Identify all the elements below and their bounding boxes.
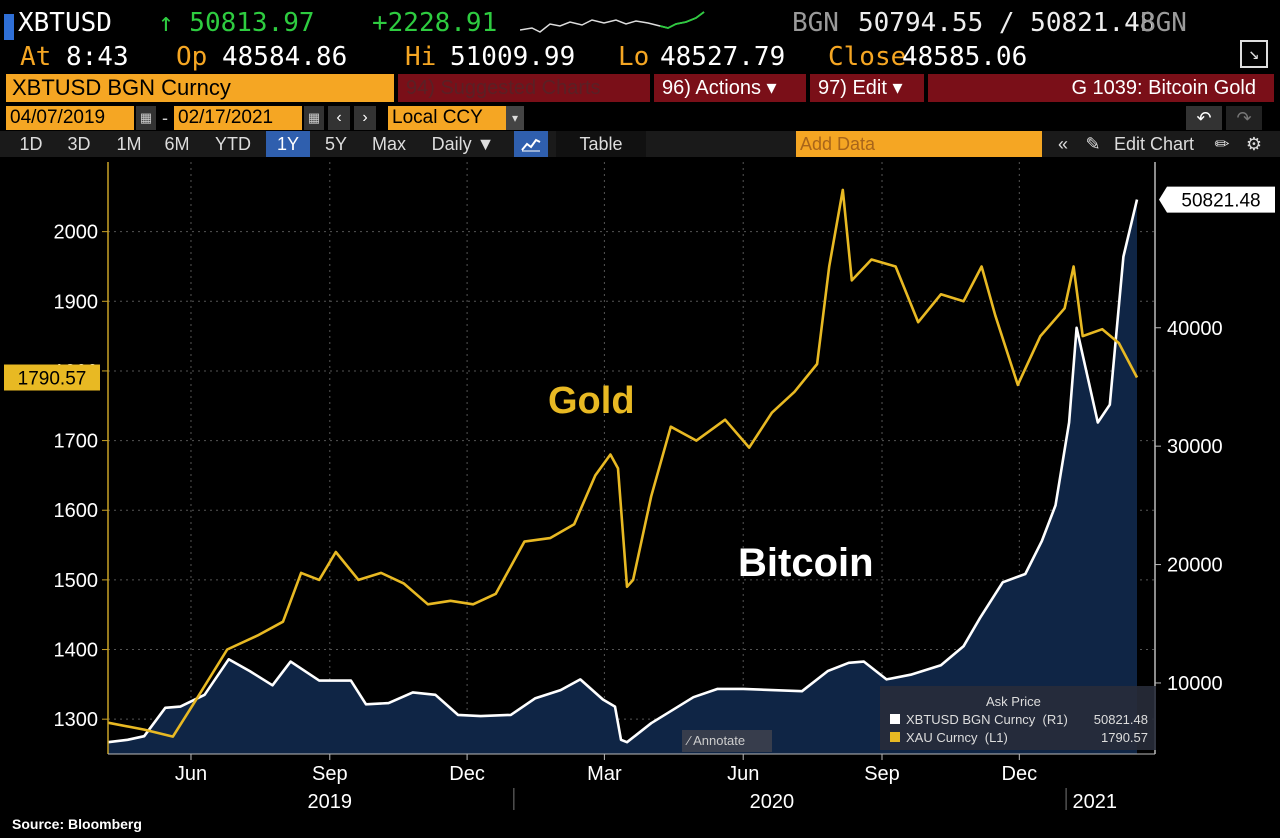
x-year-label: 2020 [750,791,795,813]
actions-menu[interactable]: 96) Actions ▾ [654,74,806,102]
x-year-label: 2021 [1073,791,1118,813]
annotate-label: Annotate [693,733,746,748]
bid-ask: 50794.55 / 50821.48 [858,8,1156,38]
sparkline [520,11,705,33]
currency-dropdown-icon[interactable]: ▾ [506,106,524,130]
grid-lines [108,162,1155,754]
prev-period-button[interactable]: ‹ [328,106,350,130]
frequency-select[interactable]: Daily ▼ [431,134,495,154]
x-tick-label: Dec [449,763,485,785]
annotate-pen-icon: ∕ [688,733,691,748]
bitcoin-last-label: 50821.48 [1181,191,1260,212]
gold-last-label-box [4,364,100,391]
high-label: Hi [405,42,437,72]
close-value: 48585.06 [902,42,1028,72]
open-label: Op [176,42,208,72]
at-label: At [20,42,52,72]
net-change: +2228.91 [372,8,498,38]
x-tick-label: Dec [1002,763,1038,785]
legend-label-bitcoin: XBTUSD BGN Curncy (R1) [906,712,1068,727]
low-label: Lo [618,42,650,72]
security-field[interactable]: XBTUSD BGN Curncy [6,74,394,102]
suggested-charts-menu[interactable]: 94) Suggested Charts [398,74,650,102]
period-3d-button[interactable]: 3D [67,134,91,154]
edit-chart-button[interactable]: Edit Chart [1113,134,1195,154]
high-value: 51009.99 [450,42,576,72]
source-label: BGN [792,8,839,38]
period-max-button[interactable]: Max [371,134,406,154]
x-tick-label: Jun [727,763,759,785]
close-label: Close [828,42,907,72]
end-date-field[interactable]: 02/17/2021 [174,106,302,130]
x-tick-label: Jun [175,763,207,785]
start-date-field[interactable]: 04/07/2019 [6,106,134,130]
x-tick-label: Sep [864,763,900,785]
gold-annotation: Gold [548,380,635,422]
x-tick-label: Sep [312,763,348,785]
at-value: 8:43 [66,42,129,72]
bitcoin-area [108,199,1137,755]
x-tick-label: Mar [587,763,622,785]
calendar-icon[interactable]: ▦ [136,106,156,130]
last-price: ↑ 50813.97 [158,8,315,38]
undo-icon[interactable]: ↶ [1186,106,1222,130]
bitcoin-last-label-box [1159,186,1275,213]
x-year-label: 2019 [308,791,353,813]
low-value: 48527.79 [660,42,786,72]
quote-row: XBTUSD ↑ 50813.97 +2228.91 BGN 50794.55 … [0,6,1280,40]
series-layer [107,188,1139,755]
date-separator: - [162,108,168,128]
source-label-2: BGN [1140,8,1187,38]
left-tick-label: 1500 [54,570,99,592]
bitcoin-annotation: Bitcoin [738,541,874,585]
open-value: 48584.86 [222,42,348,72]
edit-menu[interactable]: 97) Edit ▾ [810,74,924,102]
draw-icon[interactable]: ✏ [1214,134,1230,154]
legend-swatch-bitcoin [890,714,900,724]
period-6m-button[interactable]: 6M [164,134,190,154]
gold-last-label: 1790.57 [18,369,87,390]
next-period-button[interactable]: › [354,106,376,130]
period-1y-button[interactable]: 1Y [266,131,310,157]
right-tick-label: 40000 [1167,318,1223,340]
right-tick-label: 30000 [1167,436,1223,458]
left-tick-label: 1700 [54,431,99,453]
settings-gear-icon[interactable]: ⚙ [1245,134,1263,154]
ohlc-row: At 8:43 Op 48584.86 Hi 51009.99 Lo 48527… [0,40,1280,72]
legend-swatch-gold [890,732,900,742]
popout-icon[interactable]: ↘ [1240,40,1268,68]
table-button[interactable]: Table [556,131,646,157]
legend-panel: Ask Price XBTUSD BGN Curncy (R1) 50821.4… [880,686,1156,750]
source-note: Source: Bloomberg [12,816,142,832]
legend-value-gold: 1790.57 [1101,730,1148,745]
collapse-icon[interactable]: « [1057,134,1068,154]
left-tick-label: 1600 [54,500,99,522]
calendar-icon[interactable]: ▦ [304,106,324,130]
period-ytd-button[interactable]: YTD [215,134,251,154]
line-chart-icon[interactable] [514,131,548,157]
left-tick-label: 1400 [54,640,99,662]
add-data-input[interactable]: Add Data [796,131,1042,157]
currency-select[interactable]: Local CCY [388,106,506,130]
axes: 1300140015001600170018001900200010000200… [4,162,1275,813]
pencil-icon[interactable]: ✎ [1085,134,1101,154]
ticker: XBTUSD [18,8,112,38]
left-tick-label: 1300 [54,709,99,731]
period-5y-button[interactable]: 5Y [324,134,348,154]
chart-title: G 1039: Bitcoin Gold [928,74,1274,102]
annotate-button[interactable]: ∕ Annotate [682,730,772,752]
redo-icon[interactable]: ↷ [1226,106,1262,130]
right-tick-label: 10000 [1167,673,1223,695]
left-tick-label: 1900 [54,291,99,313]
left-tick-label: 2000 [54,222,99,244]
legend-label-gold: XAU Curncy (L1) [906,730,1008,745]
period-1m-button[interactable]: 1M [116,134,142,154]
ticker-marker [4,14,14,40]
legend-value-bitcoin: 50821.48 [1093,712,1148,727]
legend-title: Ask Price [986,694,1041,709]
period-1d-button[interactable]: 1D [19,134,43,154]
right-tick-label: 20000 [1167,555,1223,577]
